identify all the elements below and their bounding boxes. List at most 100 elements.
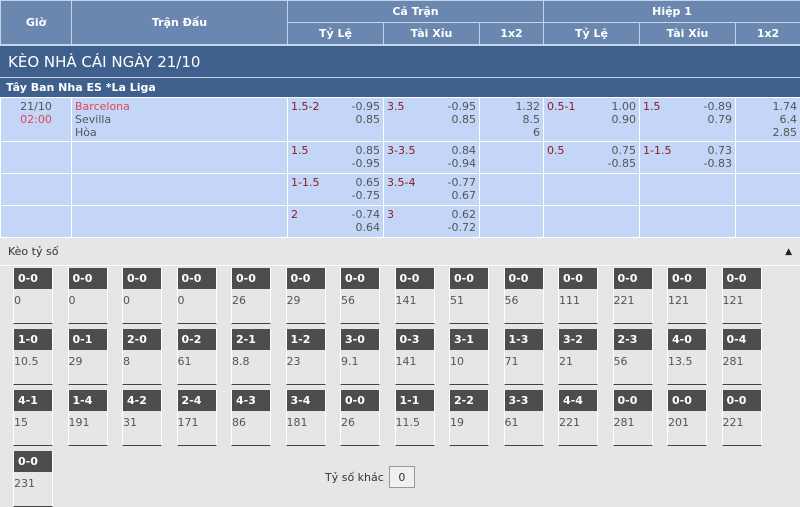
odds-value[interactable]: -0.85	[608, 157, 636, 170]
h1ou-cell[interactable]	[640, 174, 736, 206]
odds-value[interactable]: 6.4	[739, 113, 797, 126]
odds-value[interactable]: 0.67	[448, 189, 476, 202]
odds-value[interactable]: -0.77	[448, 176, 476, 189]
odds-value[interactable]: 0.75	[608, 144, 636, 157]
league-header[interactable]: Tây Ban Nha ES *La Liga	[0, 77, 800, 97]
odds-value[interactable]: 0.85	[352, 113, 380, 126]
odds-value[interactable]: 0.62	[448, 208, 476, 221]
h1hdp-cell[interactable]	[544, 174, 640, 206]
odds-value[interactable]: -0.95	[352, 157, 380, 170]
odds-value[interactable]: 0.84	[448, 144, 476, 157]
odds-value[interactable]: 0.90	[612, 113, 637, 126]
x12-cell[interactable]	[480, 206, 544, 238]
odds-value[interactable]: 0.85	[352, 144, 380, 157]
h1x12-cell[interactable]	[736, 174, 800, 206]
odds-value[interactable]: -0.95	[448, 100, 476, 113]
odds-value[interactable]: -0.75	[352, 189, 380, 202]
odds-value[interactable]: 0.79	[704, 113, 732, 126]
odds-value[interactable]: 0.73	[704, 144, 732, 157]
odds-value[interactable]: -0.74	[352, 208, 380, 221]
h1ou-cell[interactable]	[640, 206, 736, 238]
odds-value[interactable]: -0.94	[448, 157, 476, 170]
odds-value[interactable]: 0.85	[448, 113, 476, 126]
other-score-value[interactable]: 0	[389, 466, 415, 488]
x12-cell[interactable]	[480, 142, 544, 174]
odds-value[interactable]: 6	[483, 126, 540, 139]
h1x12-cell[interactable]	[736, 206, 800, 238]
collapse-arrow-icon[interactable]: ▲	[785, 247, 792, 257]
odds-value[interactable]: 0.65	[352, 176, 380, 189]
odds-value[interactable]: 2.85	[739, 126, 797, 139]
odds-value[interactable]: 0.64	[352, 221, 380, 234]
odds-value[interactable]: -0.89	[704, 100, 732, 113]
home-team[interactable]: Barcelona	[75, 100, 284, 113]
correct-score-header[interactable]: Kèo tỷ số ▲	[0, 238, 800, 266]
h1x12-cell[interactable]	[736, 142, 800, 174]
odds-value[interactable]: -0.83	[704, 157, 732, 170]
odds-value[interactable]: 1.00	[612, 100, 637, 113]
odds-value[interactable]: 1.74	[739, 100, 797, 113]
h1hdp-cell[interactable]	[544, 206, 640, 238]
odds-value[interactable]: -0.72	[448, 221, 476, 234]
away-team[interactable]: Sevilla	[75, 113, 284, 126]
odds-value[interactable]: 8.5	[483, 113, 540, 126]
odds-value[interactable]: 1.32	[483, 100, 540, 113]
x12-cell[interactable]	[480, 174, 544, 206]
